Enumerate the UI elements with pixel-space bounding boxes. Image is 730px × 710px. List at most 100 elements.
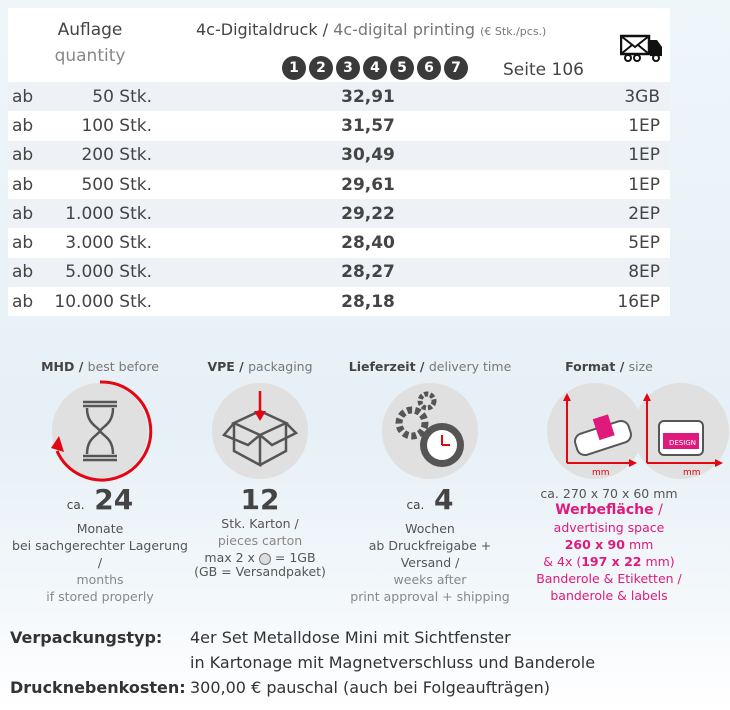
ab-label: ab (12, 86, 34, 107)
format-line: Banderole & Etiketten / (536, 571, 682, 586)
vpe-line: = 1GB (274, 550, 316, 565)
mhd-line: bei sachgerechter Lagerung / (12, 538, 188, 570)
advertising-size: 260 x 90 (564, 537, 625, 552)
design-label: DESIGN (669, 439, 696, 447)
row-shipping: 2EP (628, 203, 660, 224)
table-row: ab 500 Stk. 29,61 1EP (8, 170, 670, 199)
row-shipping: 16EP (617, 291, 660, 312)
delivery-line: print approval + shipping (350, 589, 510, 604)
mhd-line: Monate (76, 521, 124, 536)
table-body: ab 50 Stk. 32,91 3GB ab 100 Stk. 31,57 1EP ab 2… (8, 82, 670, 316)
row-shipping: 3GB (624, 86, 660, 107)
mail-truck-icon (620, 34, 662, 62)
color-numbers: 1 2 3 4 5 6 7 (282, 56, 468, 80)
row-shipping: 8EP (628, 262, 660, 283)
row-shipping: 1EP (628, 115, 660, 136)
table-row: ab 1.000 Stk. 29,22 2EP (8, 199, 670, 229)
title-de: 4c-Digitaldruck (196, 20, 318, 39)
vpe-line: max 2 x (204, 550, 255, 565)
row-shipping: 5EP (628, 233, 660, 254)
quantity-label: quantity (54, 46, 126, 66)
price-table: Auflage quantity 4c-Digitaldruck / 4c-di… (8, 8, 670, 317)
page-reference: Seite 106 (503, 60, 584, 80)
number-badge: 6 (417, 56, 441, 80)
size-unit: mm (653, 486, 678, 501)
feature-title: VPE / packaging (207, 359, 313, 374)
row-quantity: 3.000 Stk. (65, 233, 152, 254)
packaging-type-label: Verpackungstyp: (10, 628, 163, 647)
ab-label: ab (12, 145, 34, 166)
delivery-line: ab Druckfreigabe + Versand / (368, 538, 492, 570)
row-price: 32,91 (341, 86, 395, 107)
table-row: ab 3.000 Stk. 28,40 5EP (8, 228, 670, 257)
row-price: 28,18 (341, 291, 395, 312)
vpe-value: 12 (240, 483, 280, 516)
format-line: banderole & labels (550, 588, 668, 603)
row-quantity: 50 Stk. (92, 86, 152, 107)
row-price: 29,22 (341, 203, 395, 224)
number-badge: 2 (309, 56, 333, 80)
gears-clock-icon (382, 383, 478, 479)
mhd-value: 24 (94, 483, 134, 516)
format-line: advertising space (553, 520, 665, 535)
ab-label: ab (12, 115, 34, 136)
table-row: ab 5.000 Stk. 28,27 8EP (8, 257, 670, 288)
row-shipping: 1EP (628, 145, 660, 166)
row-price: 28,40 (341, 233, 395, 254)
ca-label: ca. (540, 486, 559, 501)
row-price: 28,27 (341, 262, 395, 283)
box-icon (212, 383, 308, 479)
table-row: ab 100 Stk. 31,57 1EP (8, 111, 670, 140)
label-size: 197 x 22 (581, 554, 642, 569)
auflage-label: Auflage (57, 20, 123, 40)
table-row: ab 50 Stk. 32,91 3GB (8, 82, 670, 112)
mhd-line: if stored properly (46, 589, 154, 604)
extra-costs-value: 300,00 € pauschal (auch bei Folgeaufträg… (190, 678, 550, 697)
table-row: ab 200 Stk. 30,49 1EP (8, 140, 670, 170)
delivery-value: 4 (434, 483, 454, 516)
row-quantity: 200 Stk. (81, 145, 152, 166)
packaging-type-value: in Kartonage mit Magnetverschluss und Ba… (190, 653, 596, 672)
vpe-line: Stk. Karton / (221, 516, 299, 531)
feature-title: MHD / best before (41, 359, 159, 374)
vpe-line: (GB = Versandpaket) (194, 564, 326, 579)
feature-vpe: VPE / packaging 12 Stk. Karton / pieces … (180, 358, 340, 579)
ca-label: ca. (406, 498, 425, 512)
vpe-line: pieces carton (217, 533, 303, 548)
tin-side-icon: mm (547, 383, 643, 479)
ab-label: ab (12, 174, 34, 195)
mm-label: mm (592, 468, 610, 478)
row-quantity: 500 Stk. (81, 174, 152, 195)
packaging-type-value: 4er Set Metalldose Mini mit Sichtfenster (190, 628, 511, 647)
mhd-line: months (76, 572, 124, 587)
werbeflaeche-label: Werbefläche (555, 502, 654, 518)
title-unit: (€ Stk./pcs.) (480, 25, 547, 38)
row-shipping: 1EP (628, 174, 660, 195)
feature-title: Lieferzeit / delivery time (348, 359, 512, 374)
feature-mhd: MHD / best before ca. 24 Monate bei sach… (10, 358, 190, 605)
ca-label: ca. (66, 498, 85, 512)
ab-label: ab (12, 233, 34, 254)
table-header: Auflage quantity 4c-Digitaldruck / 4c-di… (8, 8, 670, 82)
size-value: 270 x 70 x 60 (562, 486, 650, 501)
ab-label: ab (12, 291, 34, 312)
delivery-line: Wochen (405, 521, 455, 536)
row-quantity: 5.000 Stk. (65, 262, 152, 283)
row-quantity: 1.000 Stk. (65, 203, 152, 224)
number-badge: 7 (444, 56, 468, 80)
number-badge: 1 (282, 56, 306, 80)
feature-title: Format / size (565, 359, 653, 374)
title-sep: / (317, 20, 334, 39)
number-badge: 3 (336, 56, 360, 80)
table-row: ab 10.000 Stk. 28,18 16EP (8, 287, 670, 316)
extra-costs-label: Drucknebenkosten: (10, 678, 186, 697)
row-quantity: 10.000 Stk. (54, 291, 152, 312)
mm-label: mm (683, 468, 701, 478)
print-title: 4c-Digitaldruck / 4c-digital printing (€… (196, 20, 546, 39)
row-price: 30,49 (341, 145, 395, 166)
ab-label: ab (12, 203, 34, 224)
hourglass-icon (51, 380, 153, 482)
ab-label: ab (12, 262, 34, 283)
delivery-line: weeks after (393, 572, 467, 587)
number-badge: 5 (390, 56, 414, 80)
